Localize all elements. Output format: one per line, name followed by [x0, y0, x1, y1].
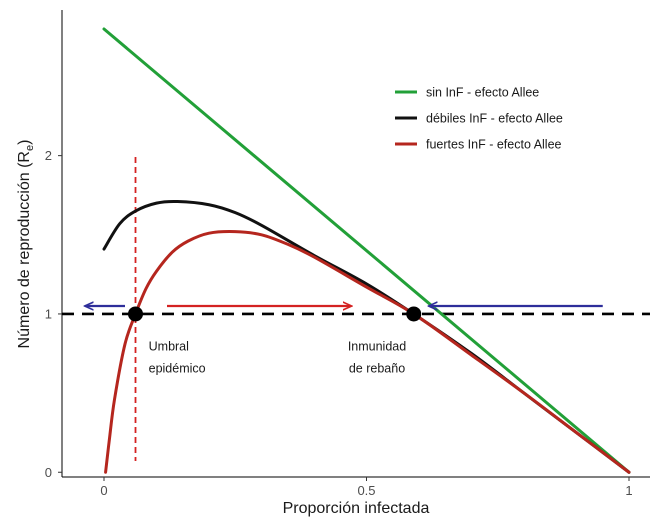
legend-label: débiles InF - efecto Allee: [426, 112, 563, 126]
series-line-sin-inf: [102, 27, 631, 474]
x-tick-label: 0: [100, 483, 107, 498]
x-tick-label: 1: [625, 483, 632, 498]
equilibrium-point: [406, 306, 422, 322]
y-tick-label: 1: [45, 306, 52, 321]
x-tick-label: 0.5: [357, 483, 375, 498]
equilibrium-point: [128, 306, 143, 322]
legend-label: fuertes InF - efecto Allee: [426, 138, 562, 152]
annotation-label: epidémico: [149, 361, 206, 375]
annotation-label: Inmunidad: [348, 339, 406, 353]
ticks-layer: 0 0.5 1 0 1 2: [45, 148, 633, 498]
y-tick-label: 2: [45, 148, 52, 163]
series-layer: [102, 27, 631, 474]
annotations-layer: Umbral epidémico Inmunidad de rebaño: [149, 339, 407, 375]
axes: [61, 10, 650, 478]
legend-label: sin InF - efecto Allee: [426, 86, 539, 100]
y-tick-label: 0: [45, 465, 52, 480]
x-axis-title: Proporción infectada: [283, 500, 430, 517]
series-line-fuertes-inf: [104, 230, 631, 474]
series-line-debiles-inf: [102, 199, 631, 474]
legend: sin InF - efecto Allee débiles InF - efec…: [395, 86, 563, 152]
annotation-label: de rebaño: [349, 361, 405, 375]
y-axis-title-close: ): [16, 140, 33, 145]
y-axis-title-subscript: e: [24, 145, 36, 151]
y-axis-title-main: Número de reproducción (R: [16, 151, 33, 348]
y-axis-title: Número de reproducción (Re): [16, 140, 36, 349]
annotation-label: Umbral: [149, 339, 189, 353]
points-layer: [128, 306, 422, 322]
